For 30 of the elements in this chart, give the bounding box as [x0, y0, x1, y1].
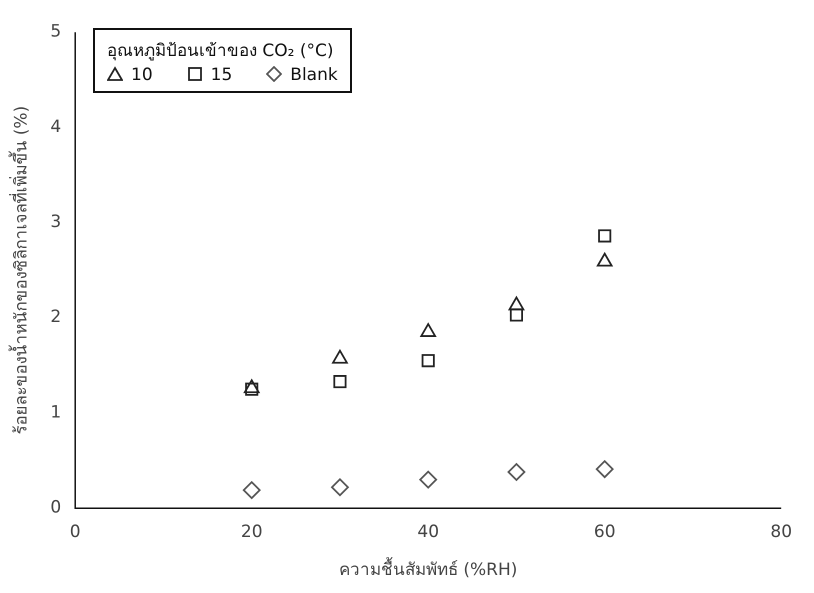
point: [332, 350, 348, 364]
point: [508, 463, 526, 481]
point: [508, 296, 524, 310]
legend-label: Blank: [289, 65, 338, 85]
point: [596, 252, 613, 267]
point: [333, 375, 347, 388]
point: [419, 470, 438, 489]
x-tick-label: 60: [594, 522, 616, 542]
x-tick-label: 20: [240, 522, 263, 542]
point: [596, 460, 614, 478]
y-tick-label: 2: [50, 307, 62, 328]
y-axis-title: ร้อยละของน้ำหนักของซิลิกาเจลที่เพิ่มขึ้น (%): [8, 106, 32, 435]
point: [422, 354, 435, 368]
y-tick-label: 3: [50, 212, 62, 232]
legend-title: อุณหภูมิป้อนเข้าของ CO₂ (°C): [107, 40, 335, 63]
point: [244, 379, 260, 394]
x-tick-label: 80: [770, 522, 792, 542]
point: [331, 478, 349, 496]
x-tick-label: 40: [417, 522, 440, 542]
y-tick-label: 5: [50, 22, 62, 42]
y-tick-label: 1: [50, 402, 62, 422]
x-tick-label: 0: [70, 522, 81, 542]
legend-label: 15: [210, 65, 232, 85]
point: [510, 308, 524, 322]
y-tick-label: 4: [50, 116, 62, 137]
point: [242, 481, 261, 500]
x-axis-title: ความชื้นสัมพัทธ์ (%RH): [338, 557, 518, 580]
legend-label: 10: [130, 65, 153, 85]
y-tick-label: 0: [50, 498, 62, 518]
point: [420, 323, 436, 337]
